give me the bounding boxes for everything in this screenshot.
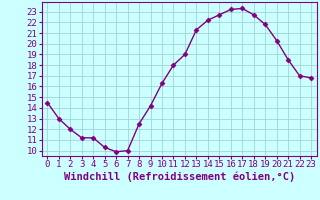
X-axis label: Windchill (Refroidissement éolien,°C): Windchill (Refroidissement éolien,°C) [64, 172, 295, 182]
